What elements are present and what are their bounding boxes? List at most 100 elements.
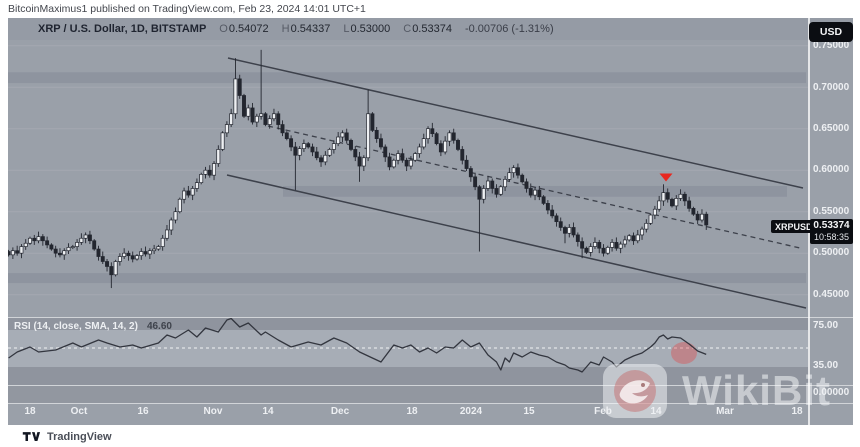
candle-up [156,246,161,250]
candle-down [207,169,212,176]
candle-down [695,213,700,221]
candle-down [691,208,696,215]
candle-up [627,235,632,241]
candle-down [464,159,469,169]
symbol-title[interactable]: XRP / U.S. Dollar, 1D, BITSTAMP [38,23,207,35]
time-axis-label: 2024 [459,406,483,417]
candle-up [511,167,516,174]
candle-up [117,256,122,262]
last-price-label: 0.53374 10:58:35 [810,219,853,244]
price-axis-label: 0.60000 [813,164,850,175]
candle-up [486,180,490,189]
trendlines[interactable] [226,57,807,309]
candle-down [451,132,456,141]
footer-bar: TradingView [0,426,860,447]
candle-down [87,234,92,242]
candle-down [404,159,409,167]
candle-up [396,153,401,161]
candle-down [670,198,674,207]
candle-up [533,189,537,196]
tradingview-logo-icon[interactable] [22,430,41,443]
time-axis-label: Mar [716,406,734,417]
candle-down [554,215,559,223]
candle-up [610,242,615,248]
bar-countdown: 10:58:35 [813,232,850,242]
rsi-indicator-label[interactable]: RSI (14, close, SMA, 14, 2) 46.60 [14,321,172,332]
candle-up [220,132,225,150]
candle-up [618,243,623,249]
candle-up [323,154,328,163]
candle-down [353,149,358,158]
candle-down [276,113,281,125]
candle-down [558,221,563,228]
candle-up [421,138,426,148]
price-axis-label: 0.65000 [813,123,850,134]
candle-up [498,186,503,195]
candle-down [263,113,268,125]
candle-down [250,107,255,123]
pane-separator[interactable] [8,317,853,318]
candle-up [254,115,259,123]
candle-up [481,188,486,200]
candle-down [242,95,246,117]
candle-up [147,250,152,255]
candle-down [186,190,191,196]
candle-down [126,252,131,257]
candle-down [53,248,58,254]
candle-up [62,250,67,256]
rsi-chart-canvas[interactable] [8,318,808,385]
symbol-price-tag: XRPUSD [771,220,817,233]
candle-up [674,198,679,207]
candle-up [652,208,657,216]
candle-up [327,149,332,156]
low-value: L0.53000 [343,23,391,35]
candle-up [267,118,272,125]
price-axis-label: 0.50000 [813,247,850,258]
rsi-highlight-circle-icon [671,342,697,364]
candle-up [203,169,208,175]
candle-down [682,193,687,202]
candle-down [494,188,499,195]
candle-up [644,222,649,230]
candle-up [160,237,165,247]
candle-up [212,163,216,176]
candle-up [635,234,640,242]
candle-down [8,251,11,256]
candle-down [490,180,495,189]
change-value: -0.00706 (-1.31%) [464,23,554,35]
candle-up [28,237,32,244]
candle-down [477,186,482,200]
candle-down [109,266,114,276]
candle-up [229,113,234,125]
candle-down [310,146,315,153]
time-axis-label: Feb [594,406,612,417]
candle-up [165,229,169,239]
candle-up [19,246,24,254]
candle-up [443,140,448,153]
candle-up [122,252,127,257]
tradingview-brand-label[interactable]: TradingView [47,430,112,443]
time-axis-label: 16 [137,406,149,417]
candle-down [58,252,62,256]
candle-up [10,250,15,256]
pane-separator[interactable] [8,385,853,386]
candle-down [314,151,319,159]
candle-up [173,211,178,221]
candle-down [563,227,567,234]
open-value: O0.54072 [219,23,269,35]
candle-up [648,214,653,224]
candle-down [96,248,101,257]
candle-up [182,190,187,200]
rsi-axis-label: 0.00000 [813,387,850,398]
candle-up [246,107,251,117]
candle-up [135,255,139,260]
candle-down [584,247,589,253]
candle-up [233,78,238,115]
currency-toggle-button[interactable]: USD [809,22,853,42]
candle-down [284,132,289,140]
candle-down [379,138,383,148]
price-chart-canvas[interactable] [8,40,808,316]
price-axis-label: 0.45000 [813,289,850,300]
time-axis-label: 14 [650,406,662,417]
